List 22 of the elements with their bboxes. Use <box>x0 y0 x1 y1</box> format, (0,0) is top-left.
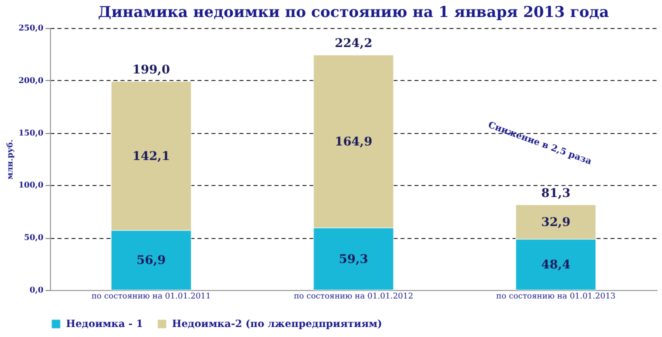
x-tick-label: по состоянию на 01.01.2012 <box>294 292 414 300</box>
total-label: 199,0 <box>132 62 170 76</box>
data-label: 142,1 <box>132 148 170 163</box>
total-label: 224,2 <box>334 36 372 50</box>
total-label: 81,3 <box>541 186 570 200</box>
data-label: 59,3 <box>338 252 368 266</box>
data-label: 48,4 <box>541 258 570 272</box>
data-label: 56,9 <box>136 253 166 268</box>
data-label: 164,9 <box>334 134 372 148</box>
chart-title: Динамика недоимки по состоянию на 1 января 2013 года <box>98 3 610 21</box>
x-tick-label: по состоянию на 01.01.2011 <box>91 292 211 300</box>
y-tick-label: 150,0 <box>18 127 44 138</box>
legend-label: Недоимка-2 (по лжепредприятиям) <box>172 319 382 330</box>
y-tick-label: 0,0 <box>30 284 44 294</box>
y-tick-label: 100,0 <box>18 180 44 190</box>
data-label: 32,9 <box>541 215 570 230</box>
y-tick-label: 200,0 <box>18 74 44 85</box>
y-axis-title: млн.руб. <box>4 139 14 180</box>
y-tick-label: 50,0 <box>24 232 44 242</box>
x-tick-label: по состоянию на 01.01.2013 <box>496 292 616 300</box>
legend-label: Недоимка - 1 <box>66 319 144 330</box>
y-tick-label: 250,0 <box>18 22 44 32</box>
